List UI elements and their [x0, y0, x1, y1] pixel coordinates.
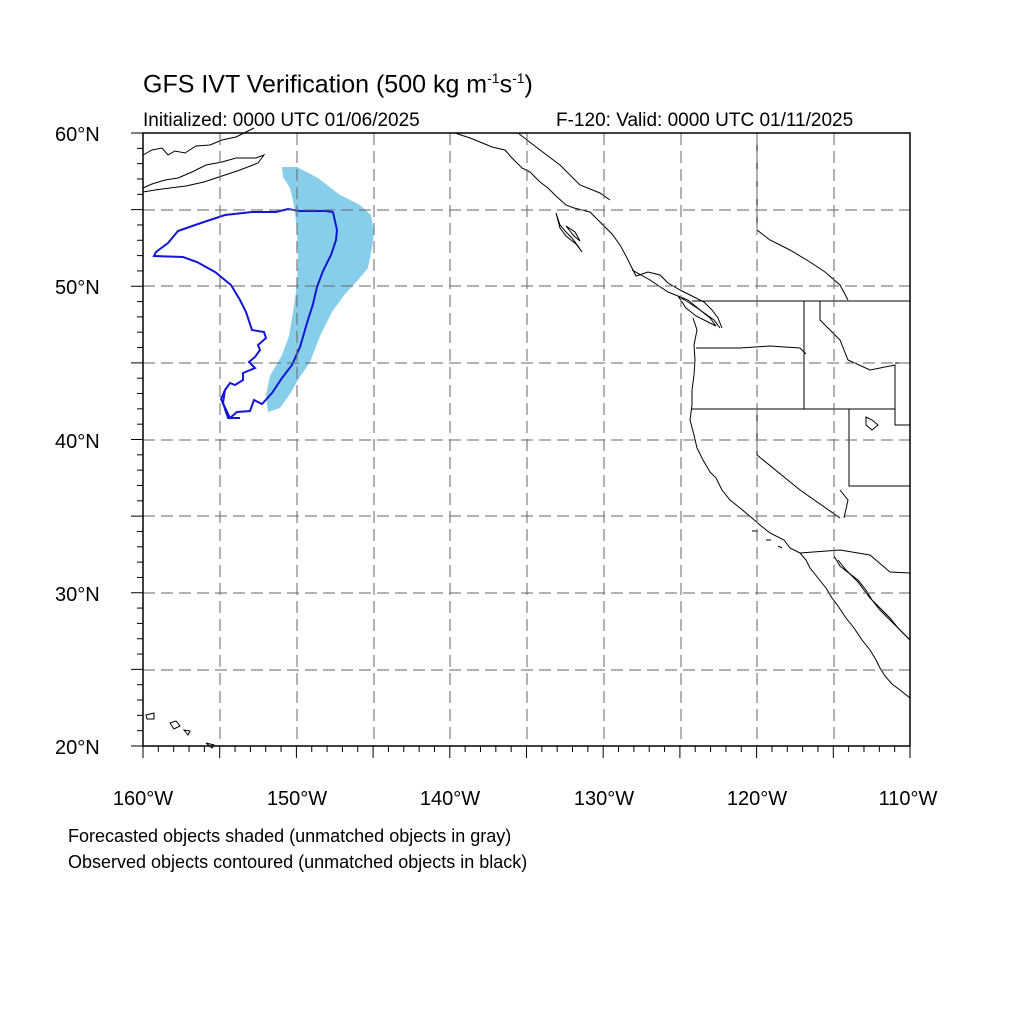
title-prefix: GFS IVT Verification (500 kg m [143, 70, 488, 99]
lon-label-150w: 150°W [267, 788, 327, 810]
title-exponent-1: -1 [487, 70, 500, 86]
page-title: GFS IVT Verification (500 kg m-1s-1) [143, 70, 533, 99]
latitude-gridlines [143, 209, 910, 671]
lat-label-30: 30°N [55, 584, 100, 606]
lon-label-110w: 110°W [879, 788, 938, 810]
observed-object [152, 207, 339, 420]
lat-label-60: 60°N [55, 124, 100, 146]
political-borders [692, 133, 911, 574]
observed-object-tail [221, 389, 240, 419]
title-mid: s [499, 70, 513, 99]
forecast-object [266, 167, 374, 412]
lon-label-140w: 140°W [420, 788, 480, 810]
lat-label-40: 40°N [55, 431, 100, 453]
title-suffix: ) [524, 70, 533, 99]
lat-label-50: 50°N [55, 277, 100, 299]
lon-label-120w: 120°W [727, 788, 787, 810]
lon-label-130w: 130°W [574, 788, 634, 810]
title-exponent-2: -1 [512, 70, 525, 86]
forecast-note: Forecasted objects shaded (unmatched obj… [68, 826, 512, 846]
lat-label-20: 20°N [55, 737, 100, 759]
valid-time: F-120: Valid: 0000 UTC 01/11/2025 [556, 110, 854, 131]
lon-label-160w: 160°W [113, 788, 173, 810]
coastlines [142, 127, 911, 749]
observed-note: Observed objects contoured (unmatched ob… [68, 852, 528, 872]
axis-ticks [131, 132, 911, 758]
initialized-time: Initialized: 0000 UTC 01/06/2025 [143, 110, 420, 131]
